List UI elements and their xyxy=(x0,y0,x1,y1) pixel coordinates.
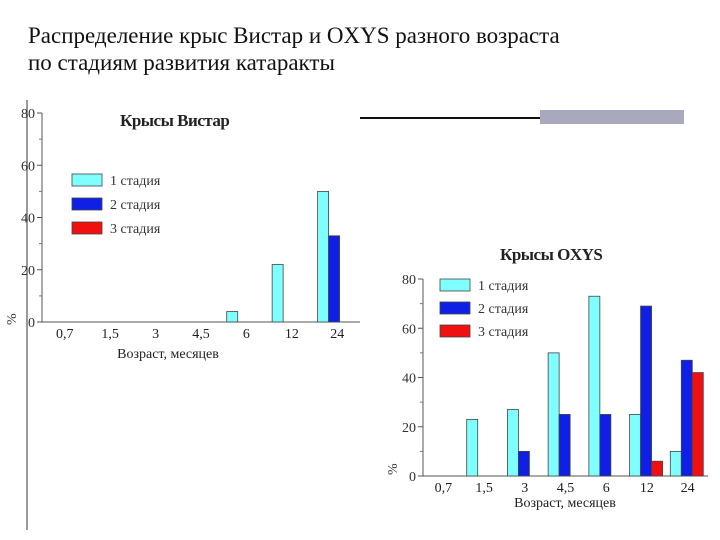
oxys-bar xyxy=(518,450,530,477)
wistar-x-axis-label: Возраст, месяцев xyxy=(117,347,219,362)
oxys-legend-swatch xyxy=(439,301,471,315)
wistar-x-tick-label: 4,5 xyxy=(192,327,210,342)
oxys-legend-label: 1 стадия xyxy=(478,279,529,294)
oxys-bar xyxy=(507,409,519,477)
wistar-legend-label: 3 стадия xyxy=(110,222,161,237)
oxys-legend-swatch xyxy=(439,278,471,292)
decorative-line xyxy=(360,117,680,119)
oxys-chart-title: Крысы OXYS xyxy=(500,245,602,264)
oxys-x-tick-label: 3 xyxy=(521,481,528,496)
oxys-bar xyxy=(680,359,693,477)
wistar-legend-swatch xyxy=(71,221,103,235)
oxys-bar xyxy=(669,450,682,477)
wistar-y-tick-label: 80 xyxy=(21,107,35,122)
decorative-bar xyxy=(540,110,684,124)
wistar-chart-title: Крысы Вистар xyxy=(120,111,229,130)
wistar-x-tick-label: 6 xyxy=(243,327,250,342)
wistar-x-tick-label: 24 xyxy=(330,327,344,342)
oxys-bar xyxy=(588,295,601,477)
oxys-legend-label: 3 стадия xyxy=(478,325,529,340)
oxys-bar xyxy=(640,305,652,477)
oxys-bar xyxy=(629,414,641,477)
wistar-bar xyxy=(328,235,340,323)
wistar-bar xyxy=(226,311,239,323)
oxys-x-tick-label: 0,7 xyxy=(435,481,453,496)
wistar-legend-swatch xyxy=(71,197,103,211)
slide-title-line-1: Распределение крыс Вистар и OXYS разного… xyxy=(28,23,560,48)
oxys-bar xyxy=(547,352,560,477)
wistar-legend-swatch xyxy=(71,173,103,187)
oxys-bar xyxy=(466,418,479,477)
oxys-x-tick-label: 1,5 xyxy=(475,481,493,496)
oxys-x-tick-label: 24 xyxy=(681,481,695,496)
oxys-x-axis-label: Возраст, месяцев xyxy=(514,496,616,511)
oxys-y-tick-label: 60 xyxy=(402,322,416,337)
oxys-y-tick-label: 20 xyxy=(402,421,416,436)
oxys-bar xyxy=(651,460,663,477)
oxys-x-tick-label: 12 xyxy=(640,481,654,496)
oxys-x-tick-label: 6 xyxy=(603,481,610,496)
wistar-y-axis-label: % xyxy=(5,313,20,325)
wistar-bar xyxy=(317,190,329,323)
wistar-chart: 0 20 40 60 80% 0,7 1,5 3 4,5 6 12 24 Возраст, месяце… xyxy=(5,107,360,362)
oxys-chart: 0 20 40 60 80% 0,7 1,5 3 4,5 6 12 24 Возраст, месяце… xyxy=(386,245,708,511)
oxys-legend-label: 2 стадия xyxy=(478,302,529,317)
wistar-y-tick-label: 20 xyxy=(21,264,35,279)
wistar-y-tick-label: 0 xyxy=(28,316,35,331)
slide-title: Распределение крыс Вистар и OXYS разного… xyxy=(28,22,708,76)
oxys-x-tick-label: 4,5 xyxy=(557,481,575,496)
oxys-y-axis-label: % xyxy=(386,463,401,475)
oxys-y-tick-label: 0 xyxy=(409,470,416,485)
wistar-y-tick-label: 60 xyxy=(21,159,35,174)
wistar-x-tick-label: 12 xyxy=(285,327,299,342)
wistar-legend-label: 2 стадия xyxy=(110,198,161,213)
oxys-legend-swatch xyxy=(439,324,471,338)
oxys-bar xyxy=(558,414,571,477)
oxys-bar xyxy=(691,372,704,477)
wistar-y-tick-label: 40 xyxy=(21,212,35,227)
wistar-legend-label: 1 стадия xyxy=(110,174,161,189)
wistar-x-tick-label: 1,5 xyxy=(101,327,119,342)
wistar-x-tick-label: 0,7 xyxy=(56,327,74,342)
oxys-y-tick-label: 40 xyxy=(402,372,416,387)
slide-title-line-2: по стадиям развития катаракты xyxy=(28,50,335,75)
wistar-x-tick-label: 3 xyxy=(152,327,159,342)
left-rule-divider xyxy=(26,100,28,530)
wistar-bar xyxy=(271,264,284,323)
oxys-y-tick-label: 80 xyxy=(402,273,416,288)
oxys-bar xyxy=(599,414,612,477)
